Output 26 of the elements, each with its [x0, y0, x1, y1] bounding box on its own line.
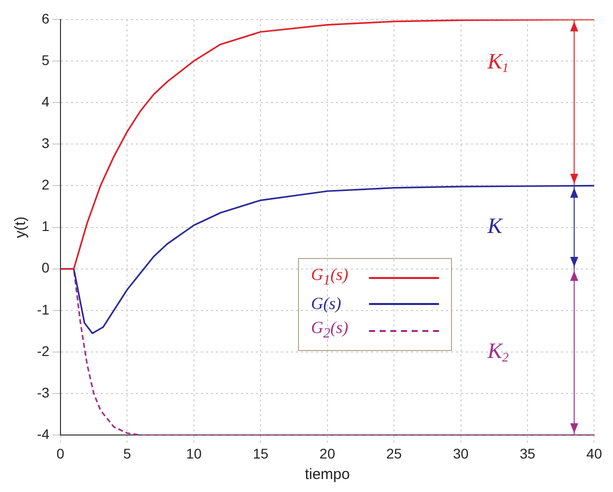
x-tick-label: 25	[386, 445, 402, 462]
y-tick-label: 0	[42, 260, 50, 276]
y-tick-label: 6	[42, 10, 50, 26]
x-tick-label: 10	[186, 445, 202, 462]
x-axis-title: tiempo	[304, 466, 350, 484]
y-tick-label: 3	[42, 135, 50, 151]
x-tick-label: 5	[123, 445, 132, 462]
y-tick-label: 5	[42, 52, 50, 68]
y-tick-label: -2	[36, 342, 50, 359]
legend-label: G(s)	[311, 293, 342, 316]
x-tick-label: 0	[56, 445, 65, 462]
legend-label: G$_{2}$(s)	[311, 317, 350, 344]
y-tick-label: 4	[42, 93, 50, 110]
legend-label: G$_{1}$(s)	[311, 264, 350, 290]
x-tick-label: 35	[520, 445, 536, 462]
x-tick-label: 40	[586, 445, 602, 462]
y-tick-label: 1	[42, 218, 50, 234]
y-tick-label: 2	[42, 176, 50, 193]
x-tick-label: 20	[320, 445, 336, 462]
y-tick-label: -1	[36, 301, 50, 318]
x-tick-label: 15	[252, 445, 269, 462]
y-tick-label: -3	[36, 384, 50, 400]
x-tick-label: 30	[452, 445, 469, 462]
y-tick-label: -4	[36, 426, 50, 442]
y-axis-title: y(t)	[12, 216, 30, 238]
annotation: K	[486, 213, 504, 238]
